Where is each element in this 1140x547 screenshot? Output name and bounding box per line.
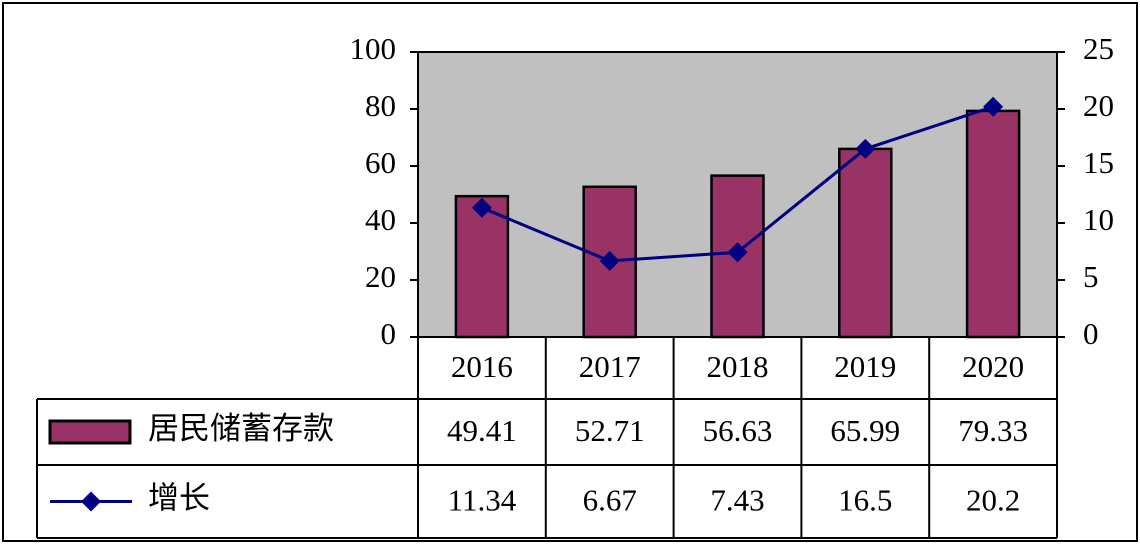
bar [838,147,893,339]
table-value: 16.5 [838,483,892,518]
legend-marker [81,491,101,512]
legend-label: 增长 [148,481,210,516]
bar [965,109,1021,339]
table-value: 49.41 [447,413,517,448]
line-marker [727,242,748,263]
bar [454,194,510,339]
x-tick-label: 2019 [834,349,896,384]
y-tick-label: 20 [365,259,396,294]
y2-tick-label: 15 [1083,145,1114,180]
x-tick-label: 2018 [707,349,769,384]
line-marker [471,197,492,218]
y-tick-label: 100 [350,31,397,66]
table-value: 20.2 [966,483,1020,518]
table-value: 11.34 [448,483,517,518]
line-marker [855,138,876,159]
table-value: 56.63 [703,413,773,448]
table-value: 6.67 [583,483,637,518]
y-tick-label: 60 [365,145,396,180]
y2-tick-label: 20 [1083,88,1114,123]
line-marker [983,96,1004,117]
table-value: 65.99 [830,413,900,448]
y2-tick-label: 10 [1083,202,1114,237]
table-value: 52.71 [575,413,645,448]
x-tick-label: 2017 [579,349,641,384]
x-tick-label: 2016 [451,349,513,384]
y-tick-label: 0 [381,316,397,351]
y2-tick-label: 25 [1083,31,1114,66]
table-value: 7.43 [710,483,764,518]
x-tick-label: 2020 [962,349,1024,384]
y-tick-label: 80 [365,88,396,123]
table-value: 79.33 [958,413,1028,448]
line-marker [599,250,620,271]
legend-swatch [48,419,132,445]
y2-tick-label: 5 [1083,259,1099,294]
legend-label: 居民储蓄存款 [148,411,334,446]
y2-tick-label: 0 [1083,316,1099,351]
y-tick-label: 40 [365,202,396,237]
